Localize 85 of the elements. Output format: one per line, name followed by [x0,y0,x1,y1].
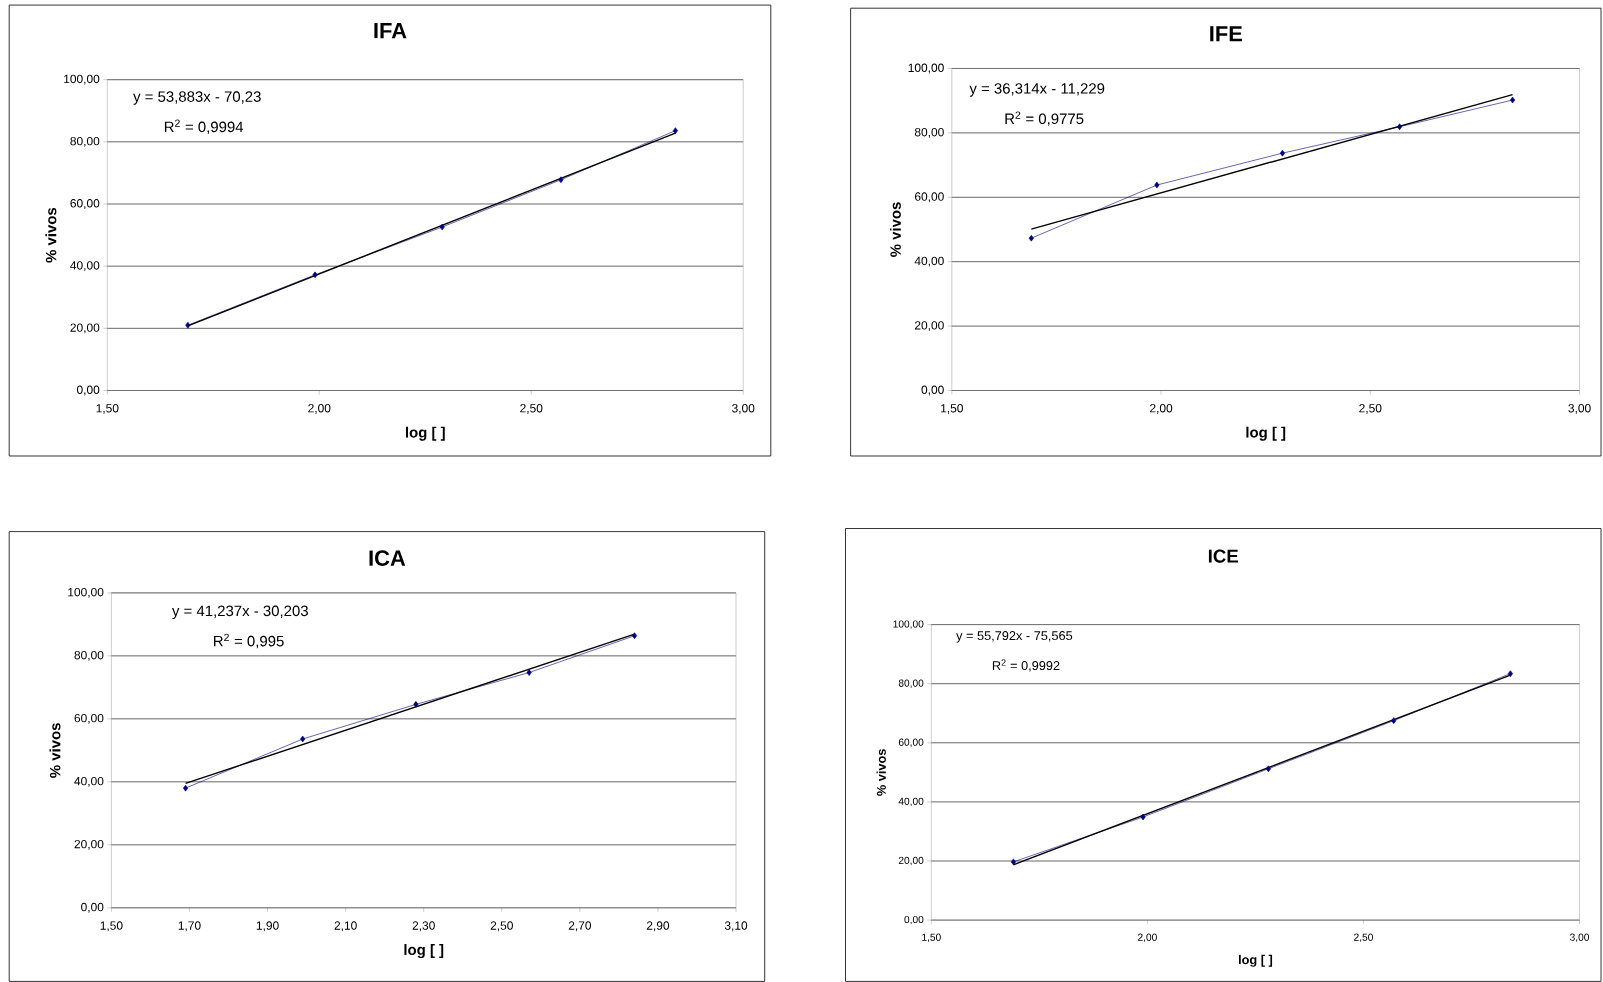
point [1510,96,1516,104]
x-tick-label: 2,50 [1359,404,1382,414]
y-tick-label: 60,00 [898,738,924,747]
y-tick-label: 40,00 [898,797,924,807]
x-axis-title: log [ ] [405,426,445,441]
x-tick-label: 1,50 [941,404,963,414]
point [526,669,532,676]
y-tick-label: 20,00 [898,856,924,866]
x-tick-label: 1,50 [96,404,119,414]
chart-title: ICE [1208,549,1238,563]
point [1397,123,1403,131]
point [631,632,638,640]
y-tick-label: 80,00 [74,650,104,661]
y-tick-label: 20,00 [70,323,100,334]
point [413,701,419,708]
x-tick-label: 1,50 [100,921,123,932]
annotation: R$^{2}$ = 0,9992 [992,659,1060,672]
annotation: y = 36,314x - 11,229 [969,83,1105,97]
x-axis-title: log [ ] [1246,426,1286,441]
point [1010,858,1016,866]
annotation: R$^{2}$ = 0,9994 [164,119,244,134]
point [312,271,318,279]
x-tick-label: 1,90 [256,921,279,932]
y-axis-title: % vivos [45,207,57,263]
y-tick-label: 100,00 [893,620,924,629]
y-tick-label: 0,00 [81,902,104,913]
annotation: R$^{2}$ = 0,9775 [1005,111,1084,126]
x-tick-label: 2,00 [1138,933,1157,943]
annotation: R$^{2}$ = 0,995 [214,633,284,649]
y-tick-label: 40,00 [74,776,104,787]
x-tick-label: 3,00 [1570,933,1590,943]
point [1507,670,1513,677]
x-tick-label: 3,00 [1568,404,1591,414]
x-tick-label: 3,10 [724,921,748,932]
y-axis-title: % vivos [49,723,61,778]
y-tick-label: 100,00 [908,63,944,74]
chart-title: IFE [1210,26,1243,42]
x-tick-label: 1,50 [922,933,941,943]
x-tick-label: 2,50 [1354,933,1373,943]
y-tick-label: 80,00 [914,127,944,138]
y-tick-label: 40,00 [70,261,100,272]
x-tick-label: 2,50 [520,404,543,414]
point [1028,234,1034,242]
x-tick-label: 2,90 [646,921,670,932]
point [185,321,191,329]
x-axis-title: log [ ] [1238,954,1273,967]
y-axis-title: % vivos [876,749,886,796]
x-tick-label: 2,70 [568,921,592,932]
y-tick-label: 60,00 [70,199,100,209]
y-tick-label: 0,00 [904,915,924,925]
x-axis-title: log [ ] [404,944,444,959]
annotation: y = 53,883x - 70,23 [133,91,261,105]
y-tick-label: 80,00 [898,679,924,688]
y-axis-title: % vivos [889,202,901,257]
y-tick-label: 100,00 [68,587,104,598]
y-tick-label: 40,00 [914,256,944,267]
y-tick-label: 60,00 [74,713,104,724]
y-tick-label: 80,00 [70,136,100,147]
chart-title: IFA [374,23,407,39]
y-tick-label: 20,00 [914,321,944,332]
x-tick-label: 2,00 [308,404,331,414]
x-tick-label: 1,70 [178,921,201,932]
y-tick-label: 60,00 [914,192,944,203]
point [1391,717,1397,724]
annotation: y = 41,237x - 30,203 [171,605,308,620]
y-tick-label: 100,00 [64,74,100,85]
y-tick-label: 20,00 [74,839,104,850]
point [672,127,678,134]
point [558,176,564,184]
x-tick-label: 2,30 [412,921,435,932]
point [1140,813,1146,821]
point [1265,765,1271,773]
y-tick-label: 0,00 [921,385,944,396]
point [439,223,445,231]
x-tick-label: 3,00 [732,404,755,414]
y-tick-label: 0,00 [76,385,100,396]
point [300,735,306,743]
point [1154,181,1160,189]
x-tick-label: 2,00 [1150,404,1173,414]
chart-title: ICA [369,550,406,566]
x-tick-label: 2,50 [490,921,513,932]
annotation: y = 55,792x - 75,565 [956,631,1073,643]
point [183,784,189,792]
x-tick-label: 2,10 [334,921,357,932]
point [1279,149,1285,157]
